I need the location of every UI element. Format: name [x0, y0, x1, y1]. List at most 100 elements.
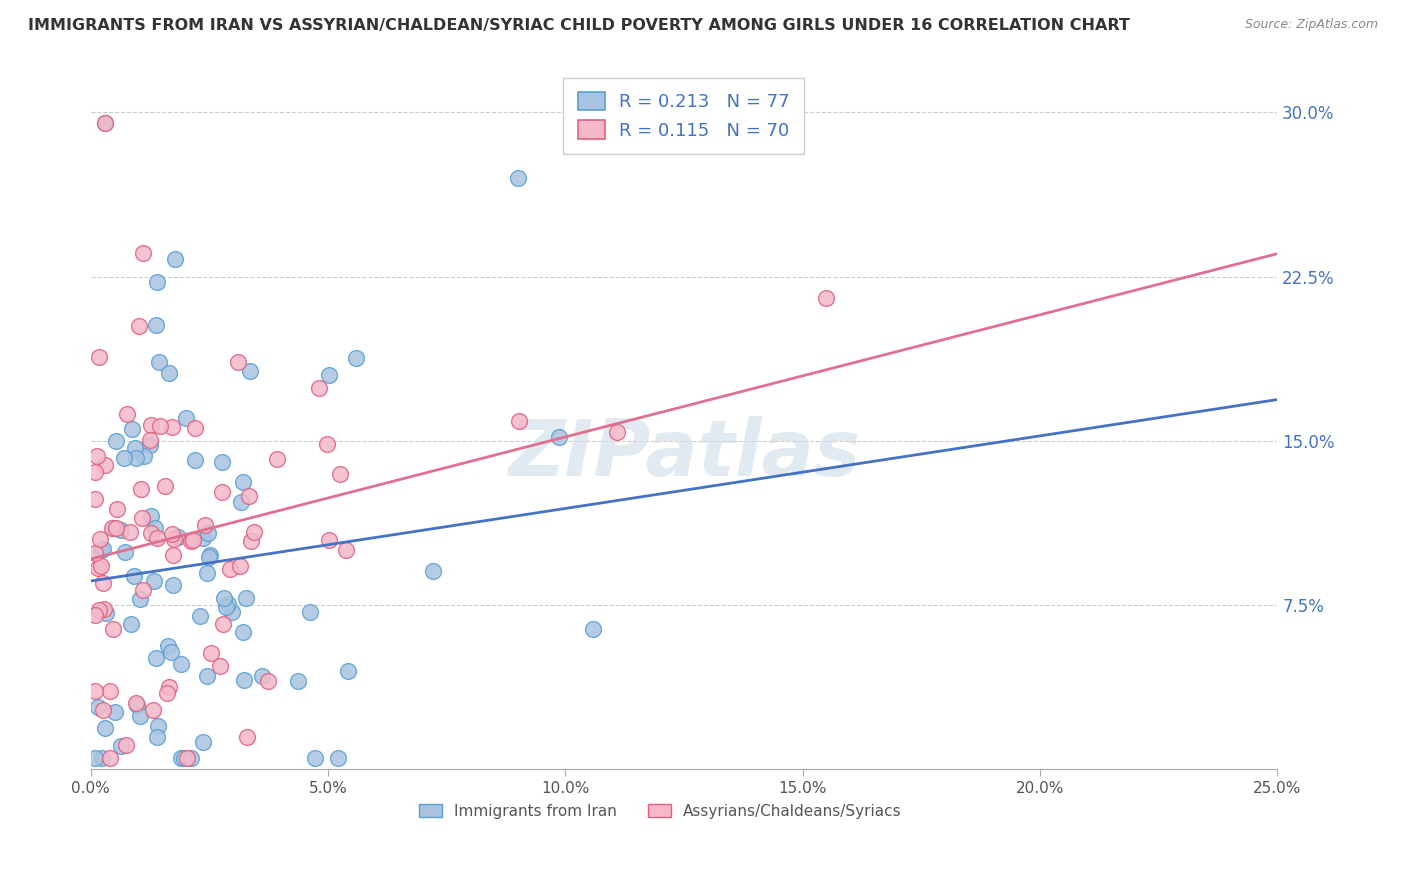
Point — [287, 674, 309, 689]
Point — [129, 709, 152, 723]
Point — [304, 751, 326, 765]
Point — [174, 411, 197, 425]
Point — [91, 541, 114, 556]
Point — [195, 566, 218, 580]
Point — [143, 574, 166, 589]
Point — [160, 527, 183, 541]
Point — [329, 467, 352, 481]
Point — [101, 521, 124, 535]
Point — [125, 450, 148, 465]
Point — [146, 719, 169, 733]
Point — [198, 549, 221, 564]
Point — [200, 646, 222, 660]
Point — [156, 686, 179, 700]
Point — [326, 751, 349, 765]
Point — [209, 659, 232, 673]
Point — [160, 645, 183, 659]
Point — [90, 543, 112, 558]
Point — [582, 622, 605, 636]
Point — [315, 437, 337, 451]
Point — [124, 441, 146, 455]
Point — [238, 363, 260, 377]
Point — [232, 624, 254, 639]
Point — [211, 616, 233, 631]
Point — [114, 545, 136, 559]
Point — [143, 521, 166, 535]
Point — [110, 523, 132, 537]
Point — [170, 657, 193, 671]
Point — [87, 700, 110, 714]
Text: ZIPatlas: ZIPatlas — [508, 416, 860, 492]
Point — [153, 479, 176, 493]
Point — [87, 603, 110, 617]
Point — [125, 698, 148, 712]
Point — [90, 559, 112, 574]
Point — [212, 591, 235, 605]
Point — [129, 592, 152, 607]
Point — [84, 751, 107, 765]
Point — [169, 751, 191, 765]
Point — [211, 455, 233, 469]
Point — [815, 292, 838, 306]
Point — [112, 451, 135, 466]
Point — [86, 449, 108, 463]
Point — [239, 533, 262, 548]
Point — [105, 434, 128, 448]
Point — [98, 751, 121, 765]
Point — [87, 561, 110, 575]
Point — [93, 601, 115, 615]
Point — [231, 495, 253, 509]
Point — [110, 739, 132, 753]
Point — [176, 751, 198, 765]
Point — [101, 622, 124, 636]
Point — [132, 583, 155, 598]
Point — [180, 751, 202, 765]
Point — [422, 564, 444, 578]
Point — [84, 465, 107, 479]
Point — [94, 607, 117, 621]
Point — [238, 489, 260, 503]
Point — [145, 318, 167, 333]
Point — [94, 116, 117, 130]
Point — [94, 721, 117, 735]
Point — [139, 433, 162, 447]
Point — [198, 549, 221, 563]
Point — [145, 650, 167, 665]
Point — [157, 680, 180, 694]
Point — [118, 525, 141, 540]
Point — [91, 575, 114, 590]
Point — [103, 706, 125, 720]
Point — [165, 252, 187, 266]
Point — [162, 549, 184, 563]
Point — [229, 559, 252, 574]
Point — [217, 598, 239, 612]
Text: IMMIGRANTS FROM IRAN VS ASSYRIAN/CHALDEAN/SYRIAC CHILD POVERTY AMONG GIRLS UNDER: IMMIGRANTS FROM IRAN VS ASSYRIAN/CHALDEA… — [28, 18, 1130, 33]
Point — [121, 421, 143, 435]
Point — [232, 475, 254, 489]
Text: Source: ZipAtlas.com: Source: ZipAtlas.com — [1244, 18, 1378, 31]
Point — [188, 608, 211, 623]
Point — [84, 492, 107, 507]
Point — [84, 608, 107, 623]
Point — [145, 275, 167, 289]
Point — [131, 511, 153, 525]
Point — [298, 605, 321, 619]
Point — [105, 521, 128, 535]
Point — [105, 501, 128, 516]
Point — [122, 569, 145, 583]
Point — [146, 531, 169, 545]
Point — [336, 664, 359, 678]
Point — [129, 482, 152, 496]
Point — [197, 526, 219, 541]
Point — [266, 452, 288, 467]
Point — [191, 531, 214, 545]
Point — [91, 751, 114, 765]
Point — [184, 453, 207, 467]
Point — [141, 418, 163, 433]
Point — [139, 508, 162, 523]
Point — [548, 430, 571, 444]
Point — [84, 545, 107, 559]
Point — [149, 419, 172, 434]
Point — [506, 171, 529, 186]
Point — [132, 245, 155, 260]
